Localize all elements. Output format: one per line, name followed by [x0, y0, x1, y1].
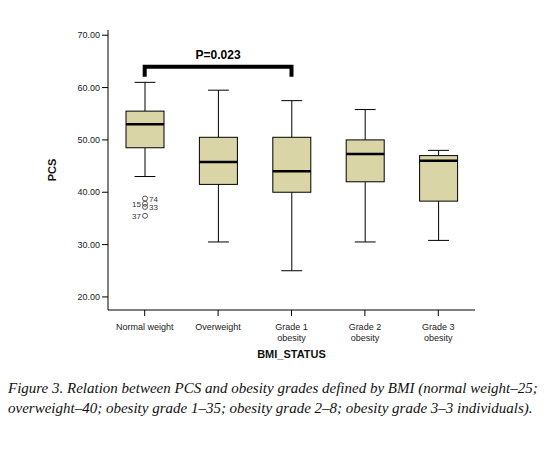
- svg-text:Overweight: Overweight: [195, 322, 241, 332]
- svg-text:70.00: 70.00: [77, 30, 100, 40]
- svg-text:Grade 1obesity: Grade 1obesity: [275, 322, 308, 343]
- svg-text:P=0.023: P=0.023: [196, 48, 241, 62]
- svg-text:74: 74: [149, 194, 158, 204]
- svg-text:PCS: PCS: [46, 159, 58, 182]
- svg-text:30.00: 30.00: [77, 240, 100, 250]
- svg-text:Normal weight: Normal weight: [116, 322, 174, 332]
- html-text:Figure 3. Relation between PCS: Figure 3. Relation between PCS and obesi…: [8, 380, 538, 416]
- svg-text:20.00: 20.00: [77, 292, 100, 302]
- svg-text:33: 33: [149, 203, 158, 212]
- svg-text:50.00: 50.00: [77, 135, 100, 145]
- svg-text:60.00: 60.00: [77, 83, 100, 93]
- svg-text:15: 15: [132, 200, 141, 209]
- svg-text:Grade 2obesity: Grade 2obesity: [349, 322, 382, 343]
- svg-text:37: 37: [132, 212, 141, 221]
- svg-text:40.00: 40.00: [77, 187, 100, 197]
- svg-text:Grade 3obesity: Grade 3obesity: [422, 322, 455, 343]
- svg-text:BMI_STATUS: BMI_STATUS: [257, 348, 326, 360]
